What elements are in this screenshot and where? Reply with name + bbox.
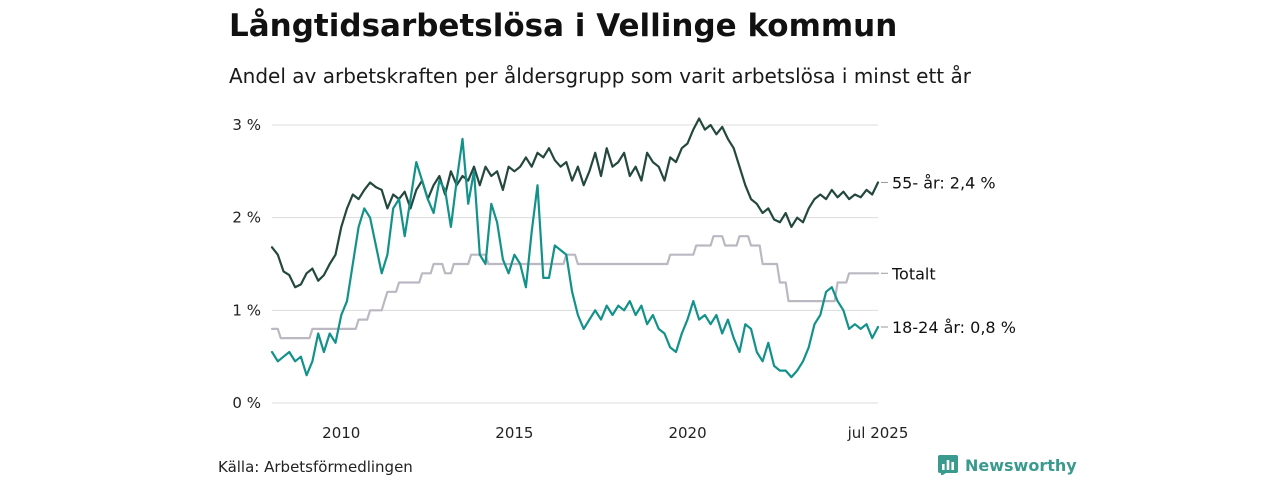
y-tick-label: 1 % <box>232 301 261 319</box>
series-line-2 <box>270 137 880 379</box>
brand-name: Newsworthy <box>965 455 1077 475</box>
x-tick-label: 2015 <box>495 424 533 442</box>
x-tick-label: jul 2025 <box>847 424 909 442</box>
y-axis-ticks: 0 % 1 % 2 % 3 % <box>232 116 261 412</box>
series-line-1 <box>270 235 880 340</box>
end-label: 18-24 år: 0,8 % <box>892 318 1016 337</box>
grid-lines <box>272 124 878 404</box>
chart-subtitle: Andel av arbetskraften per åldersgrupp s… <box>229 64 971 88</box>
y-tick-label: 2 % <box>232 209 261 227</box>
chart-title: Långtidsarbetslösa i Vellinge kommun <box>229 8 898 44</box>
series-lines <box>270 117 880 379</box>
end-label: 55- år: 2,4 % <box>892 173 996 192</box>
brand-logo: Newsworthy <box>938 455 1077 475</box>
y-tick-label: 0 % <box>232 394 261 412</box>
series-line-0 <box>270 117 880 289</box>
source-note: Källa: Arbetsförmedlingen <box>218 458 413 476</box>
y-tick-label: 3 % <box>232 116 261 134</box>
x-axis-ticks: 2010 2015 2020 jul 2025 <box>322 424 908 442</box>
x-tick-label: 2020 <box>668 424 706 442</box>
end-labels: 55- år: 2,4 % Totalt 18-24 år: 0,8 % <box>881 173 1016 337</box>
x-tick-label: 2010 <box>322 424 360 442</box>
end-label: Totalt <box>891 264 936 283</box>
chart-bars-icon <box>938 455 958 475</box>
